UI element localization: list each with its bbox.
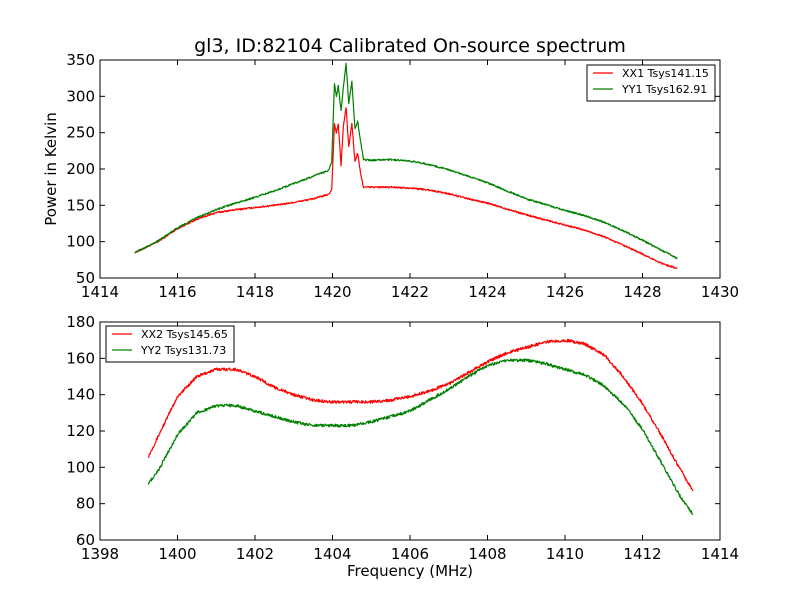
- y-tick-label: 200: [66, 160, 95, 178]
- x-tick-label: 1402: [236, 545, 274, 563]
- x-tick-label: 1422: [391, 283, 429, 301]
- x-tick-label: 1426: [546, 283, 584, 301]
- y-tick-label: 140: [66, 386, 95, 404]
- legend-label-xx2: XX2 Tsys145.65: [141, 328, 228, 341]
- series-line-xx2: [147, 338, 694, 492]
- chart-title: gl3, ID:82104 Calibrated On-source spect…: [194, 35, 626, 57]
- legend-label-xx1: XX1 Tsys141.15: [622, 67, 709, 80]
- bottom-series-group: [147, 338, 694, 515]
- x-tick-label: 1414: [81, 283, 119, 301]
- series-line-yy1: [134, 62, 678, 260]
- x-tick-label: 1410: [546, 545, 584, 563]
- top-legend: XX1 Tsys141.15 YY1 Tsys162.91: [586, 64, 716, 102]
- x-tick-label: 1404: [313, 545, 351, 563]
- top-spectrum-panel: 1414 1416 1418 1420 1422 1424 1426 1428 1430 50 10…: [42, 51, 739, 301]
- y-tick-label: 80: [76, 495, 95, 513]
- bottom-x-axis-label: Frequency (MHz): [347, 562, 473, 580]
- y-tick-label: 100: [66, 458, 95, 476]
- y-tick-label: 150: [66, 196, 95, 214]
- y-tick-label: 350: [66, 51, 95, 69]
- x-tick-label: 1406: [391, 545, 429, 563]
- bottom-ticks-group: 1398 1400 1402 1404 1406 1408 1410 1412 1414 60 80…: [66, 313, 739, 563]
- x-tick-label: 1424: [468, 283, 506, 301]
- top-y-axis-label: Power in Kelvin: [42, 112, 60, 226]
- y-tick-label: 50: [76, 269, 95, 287]
- x-tick-label: 1420: [313, 283, 351, 301]
- x-tick-label: 1418: [236, 283, 274, 301]
- top-ticks-group: 1414 1416 1418 1420 1422 1424 1426 1428 1430 50 10…: [66, 51, 739, 301]
- x-tick-label: 1428: [623, 283, 661, 301]
- x-tick-label: 1416: [158, 283, 196, 301]
- y-tick-label: 100: [66, 233, 95, 251]
- y-tick-label: 60: [76, 531, 95, 549]
- x-tick-label: 1430: [701, 283, 739, 301]
- series-line-xx1: [134, 107, 678, 270]
- top-legend-box: [586, 64, 716, 102]
- bottom-legend-box: [105, 325, 235, 363]
- y-tick-label: 250: [66, 124, 95, 142]
- bottom-spectrum-panel: 1398 1400 1402 1404 1406 1408 1410 1412 1414 60 80…: [66, 313, 739, 580]
- legend-label-yy2: YY2 Tsys131.73: [140, 344, 226, 357]
- top-series-group: [134, 62, 678, 270]
- y-tick-label: 300: [66, 87, 95, 105]
- x-tick-label: 1414: [701, 545, 739, 563]
- x-tick-label: 1398: [81, 545, 119, 563]
- y-tick-label: 160: [66, 349, 95, 367]
- y-tick-label: 180: [66, 313, 95, 331]
- x-tick-label: 1412: [623, 545, 661, 563]
- x-tick-label: 1408: [468, 545, 506, 563]
- y-tick-label: 120: [66, 422, 95, 440]
- x-tick-label: 1400: [158, 545, 196, 563]
- series-line-yy2: [147, 358, 694, 515]
- bottom-legend: XX2 Tsys145.65 YY2 Tsys131.73: [105, 325, 235, 363]
- legend-label-yy1: YY1 Tsys162.91: [621, 83, 707, 96]
